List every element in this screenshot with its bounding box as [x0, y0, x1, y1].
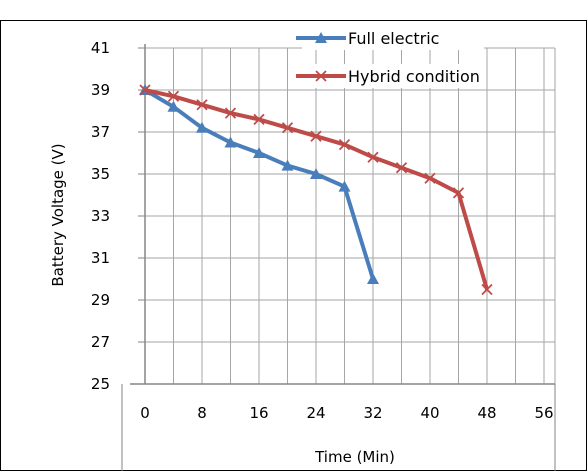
data-point [481, 283, 493, 296]
data-point [424, 172, 436, 184]
legend-item: Hybrid condition [296, 64, 484, 88]
legend-item: Full electric [296, 26, 484, 50]
x-tick-label: 40 [420, 404, 439, 422]
legend: Full electric Hybrid condition [296, 26, 484, 88]
y-axis-label: Battery Voltage (V) [49, 143, 67, 286]
data-point [253, 147, 265, 158]
tick-labels: 25 27 29 31 33 35 37 39 41 0 8 16 24 32 40 48 56 [91, 39, 554, 422]
data-point [367, 151, 379, 163]
y-tick-label: 31 [91, 249, 110, 267]
x-tick-label: 48 [477, 404, 496, 422]
data-point [167, 90, 180, 102]
data-point [253, 113, 265, 126]
data-point [310, 168, 322, 179]
x-tick-label: 16 [249, 404, 268, 422]
data-point [224, 107, 237, 119]
y-tick-label: 39 [91, 81, 110, 99]
y-tick-label: 33 [91, 207, 110, 225]
x-tick-label: 24 [306, 404, 325, 422]
y-tick-label: 27 [91, 333, 110, 351]
data-point [315, 70, 327, 82]
data-point [224, 136, 237, 148]
data-point [310, 130, 322, 142]
x-axis-label: Time (Min) [314, 448, 395, 466]
data-point [167, 100, 180, 112]
y-tick-label: 35 [91, 165, 110, 183]
data-point [338, 138, 351, 151]
x-tick-label: 32 [363, 404, 382, 422]
top-margin [0, 0, 588, 20]
legend-label: Full electric [348, 29, 439, 48]
y-tick-label: 41 [91, 39, 110, 57]
data-point [281, 159, 294, 171]
y-tick-label: 29 [91, 291, 110, 309]
data-point [315, 32, 327, 43]
data-point [196, 99, 208, 111]
data-point [281, 122, 294, 134]
chart-outer-border [0, 20, 587, 471]
data-point [196, 121, 208, 133]
x-tick-label: 0 [140, 404, 150, 422]
x-tick-label: 56 [534, 404, 553, 422]
series-full-electric [139, 84, 379, 284]
y-tick-label: 37 [91, 123, 110, 141]
axes [121, 44, 556, 471]
data-point [139, 84, 151, 96]
data-point [338, 180, 351, 192]
legend-label: Hybrid condition [348, 67, 480, 86]
series-group [139, 84, 493, 296]
y-tick-label: 25 [91, 375, 110, 393]
series-hybrid-condition [139, 84, 493, 296]
data-point [452, 187, 465, 199]
x-tick-label: 8 [197, 404, 207, 422]
data-point [367, 273, 379, 284]
data-point [395, 162, 408, 174]
